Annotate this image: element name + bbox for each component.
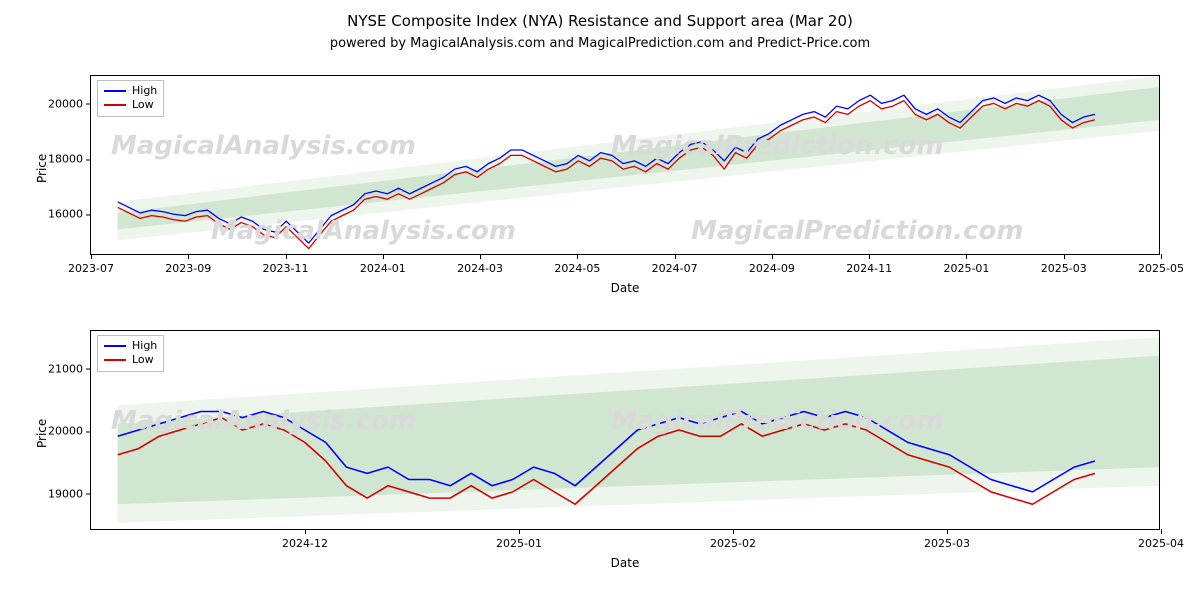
chart-subtitle: powered by MagicalAnalysis.com and Magic… (0, 36, 1200, 51)
legend: High Low (97, 80, 164, 117)
legend-label: High (132, 339, 157, 353)
y-tick-label: 21000 (48, 362, 91, 375)
top-chart-panel: MagicalAnalysis.com MagicalPrediction.co… (90, 75, 1160, 255)
legend-swatch-high (104, 90, 126, 92)
x-tick-label: 2024-01 (360, 254, 406, 275)
x-tick-label: 2025-01 (496, 529, 542, 550)
x-tick-label: 2025-04 (1138, 529, 1184, 550)
x-tick-label: 2024-03 (457, 254, 503, 275)
x-tick-label: 2024-09 (749, 254, 795, 275)
x-axis-label: Date (90, 556, 1160, 570)
legend-label: Low (132, 98, 154, 112)
x-tick-label: 2025-03 (1041, 254, 1087, 275)
x-tick-label: 2025-05 (1138, 254, 1184, 275)
x-tick-label: 2024-12 (282, 529, 328, 550)
y-tick-label: 20000 (48, 97, 91, 110)
y-tick-label: 18000 (48, 153, 91, 166)
legend-label: Low (132, 353, 154, 367)
x-tick-label: 2023-09 (165, 254, 211, 275)
bottom-chart-svg (91, 331, 1159, 529)
figure: NYSE Composite Index (NYA) Resistance an… (0, 0, 1200, 600)
x-tick-label: 2025-01 (943, 254, 989, 275)
x-tick-label: 2023-07 (68, 254, 114, 275)
legend-swatch-low (104, 359, 126, 361)
legend-item-low: Low (104, 98, 157, 112)
x-tick-label: 2025-02 (710, 529, 756, 550)
chart-title: NYSE Composite Index (NYA) Resistance an… (0, 12, 1200, 30)
x-tick-label: 2023-11 (263, 254, 309, 275)
legend-item-high: High (104, 339, 157, 353)
legend-item-low: Low (104, 353, 157, 367)
legend-label: High (132, 84, 157, 98)
x-tick-label: 2024-05 (554, 254, 600, 275)
y-axis-label: Price (35, 154, 49, 183)
y-tick-label: 20000 (48, 425, 91, 438)
y-tick-label: 19000 (48, 487, 91, 500)
x-axis-label: Date (90, 281, 1160, 295)
legend-item-high: High (104, 84, 157, 98)
x-tick-label: 2024-07 (652, 254, 698, 275)
y-axis-label: Price (35, 419, 49, 448)
legend-swatch-low (104, 104, 126, 106)
top-chart-svg (91, 76, 1159, 254)
x-tick-label: 2024-11 (846, 254, 892, 275)
y-tick-label: 16000 (48, 208, 91, 221)
legend-swatch-high (104, 345, 126, 347)
bottom-chart-panel: MagicalAnalysis.com MagicalPrediction.co… (90, 330, 1160, 530)
x-tick-label: 2025-03 (924, 529, 970, 550)
legend: High Low (97, 335, 164, 372)
